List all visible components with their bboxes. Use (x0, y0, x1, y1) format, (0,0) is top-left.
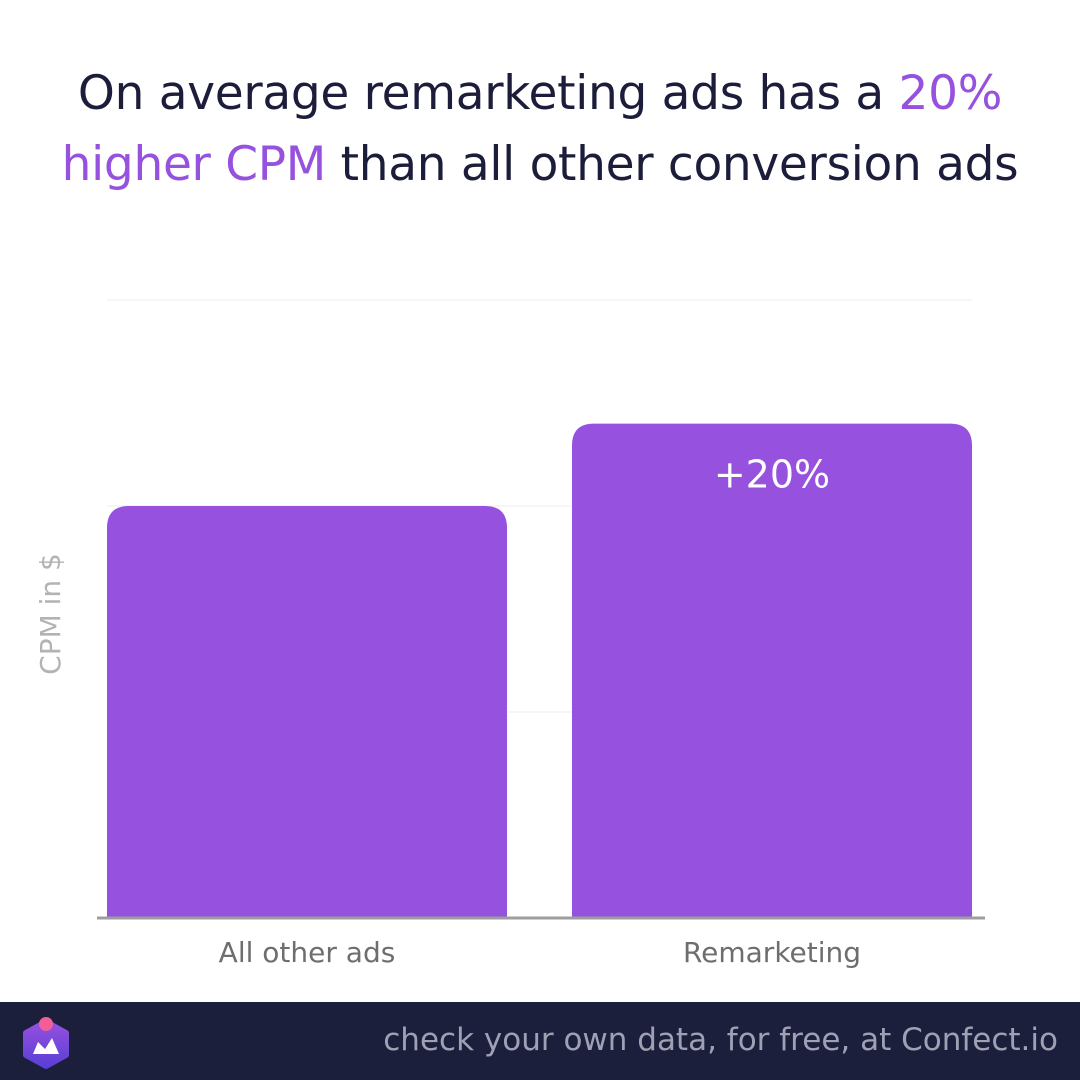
headline-highlight-cpm: higher CPM (61, 137, 327, 192)
bar-all-other-ads (107, 506, 507, 918)
x-tick-label: All other ads (219, 936, 396, 969)
footer-bar: check your own data, for free, at Confec… (0, 1002, 1080, 1080)
footer-cta-text: check your own data, for free, at Confec… (383, 1022, 1058, 1058)
x-tick-label: Remarketing (683, 936, 861, 969)
y-axis-label: CPM in $ (34, 553, 67, 675)
confect-logo-icon (23, 1017, 69, 1069)
bar-remarketing (572, 423, 972, 918)
headline-highlight-percent: 20% (898, 66, 1003, 121)
headline: On average remarketing ads has a 20% hig… (0, 58, 1080, 200)
headline-part3: than all other conversion ads (326, 137, 1019, 192)
headline-part1: On average remarketing ads has a (77, 66, 899, 121)
bar-chart: All other ads Remarketing +20% CPM in $ (34, 299, 985, 969)
bar-annotation: +20% (714, 453, 830, 497)
